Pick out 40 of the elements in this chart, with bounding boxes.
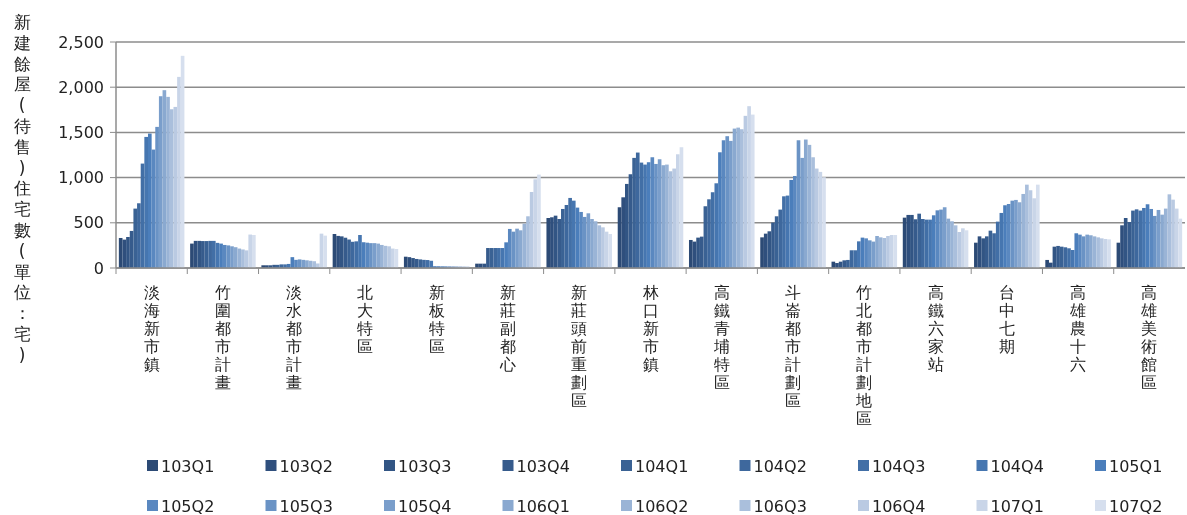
legend-label: 107Q1 [990, 496, 1044, 515]
x-tick-label: 高鐵六家站 [927, 283, 944, 374]
legend-label: 103Q3 [398, 456, 452, 476]
x-tick-label: 竹圍都市計畫 [214, 283, 231, 392]
x-tick-label: 淡水都市計畫 [286, 283, 303, 392]
y-tick-label: 500 [73, 213, 104, 233]
legend-label: 106Q4 [872, 496, 926, 515]
legend-label: 107Q2 [1109, 496, 1163, 515]
x-tick-label: 斗崙都市計劃區 [785, 283, 802, 410]
x-tick-label: 林口新市鎮 [641, 283, 659, 374]
y-tick-label: 2,500 [58, 32, 104, 52]
x-tick-label: 高雄美術館區 [1140, 283, 1158, 392]
x-tick-label: 北大特區 [357, 283, 374, 356]
legend-label: 104Q1 [635, 456, 689, 476]
text: 新建餘屋(待售)住宅數(單位：宅) [13, 12, 31, 365]
x-tick-label: 新板特區 [427, 283, 445, 356]
legend-label: 103Q4 [516, 456, 570, 476]
legend-label: 105Q3 [279, 496, 333, 515]
x-tick-label: 高鐵青埔特區 [712, 283, 730, 392]
legend-label: 106Q2 [635, 496, 689, 515]
y-tick-label: 0 [93, 258, 104, 278]
legend-label: 104Q4 [990, 456, 1044, 476]
legend-label: 103Q2 [279, 456, 333, 476]
legend-label: 105Q4 [398, 496, 452, 515]
x-tick-label: 新莊副都心 [498, 283, 516, 374]
x-tick-label: 台中七期 [998, 283, 1015, 356]
x-tick-label: 新莊頭前重劃區 [571, 283, 588, 410]
legend-label: 105Q2 [161, 496, 215, 515]
legend-label: 104Q2 [753, 456, 807, 476]
legend-label: 103Q1 [161, 456, 215, 476]
y-tick-label: 1,500 [58, 123, 104, 142]
y-tick-label: 1,000 [58, 168, 104, 188]
legend-label: 104Q3 [872, 456, 926, 476]
legend-label: 106Q1 [516, 496, 570, 515]
x-tick-label: 竹北都市計劃地區 [855, 283, 873, 428]
legend-label: 106Q3 [753, 496, 807, 515]
x-tick-label: 淡海新市鎮 [143, 283, 160, 374]
legend-label: 105Q1 [1109, 456, 1163, 476]
y-tick-label: 2,000 [58, 77, 104, 97]
x-tick-label: 高雄農十六 [1069, 283, 1087, 374]
